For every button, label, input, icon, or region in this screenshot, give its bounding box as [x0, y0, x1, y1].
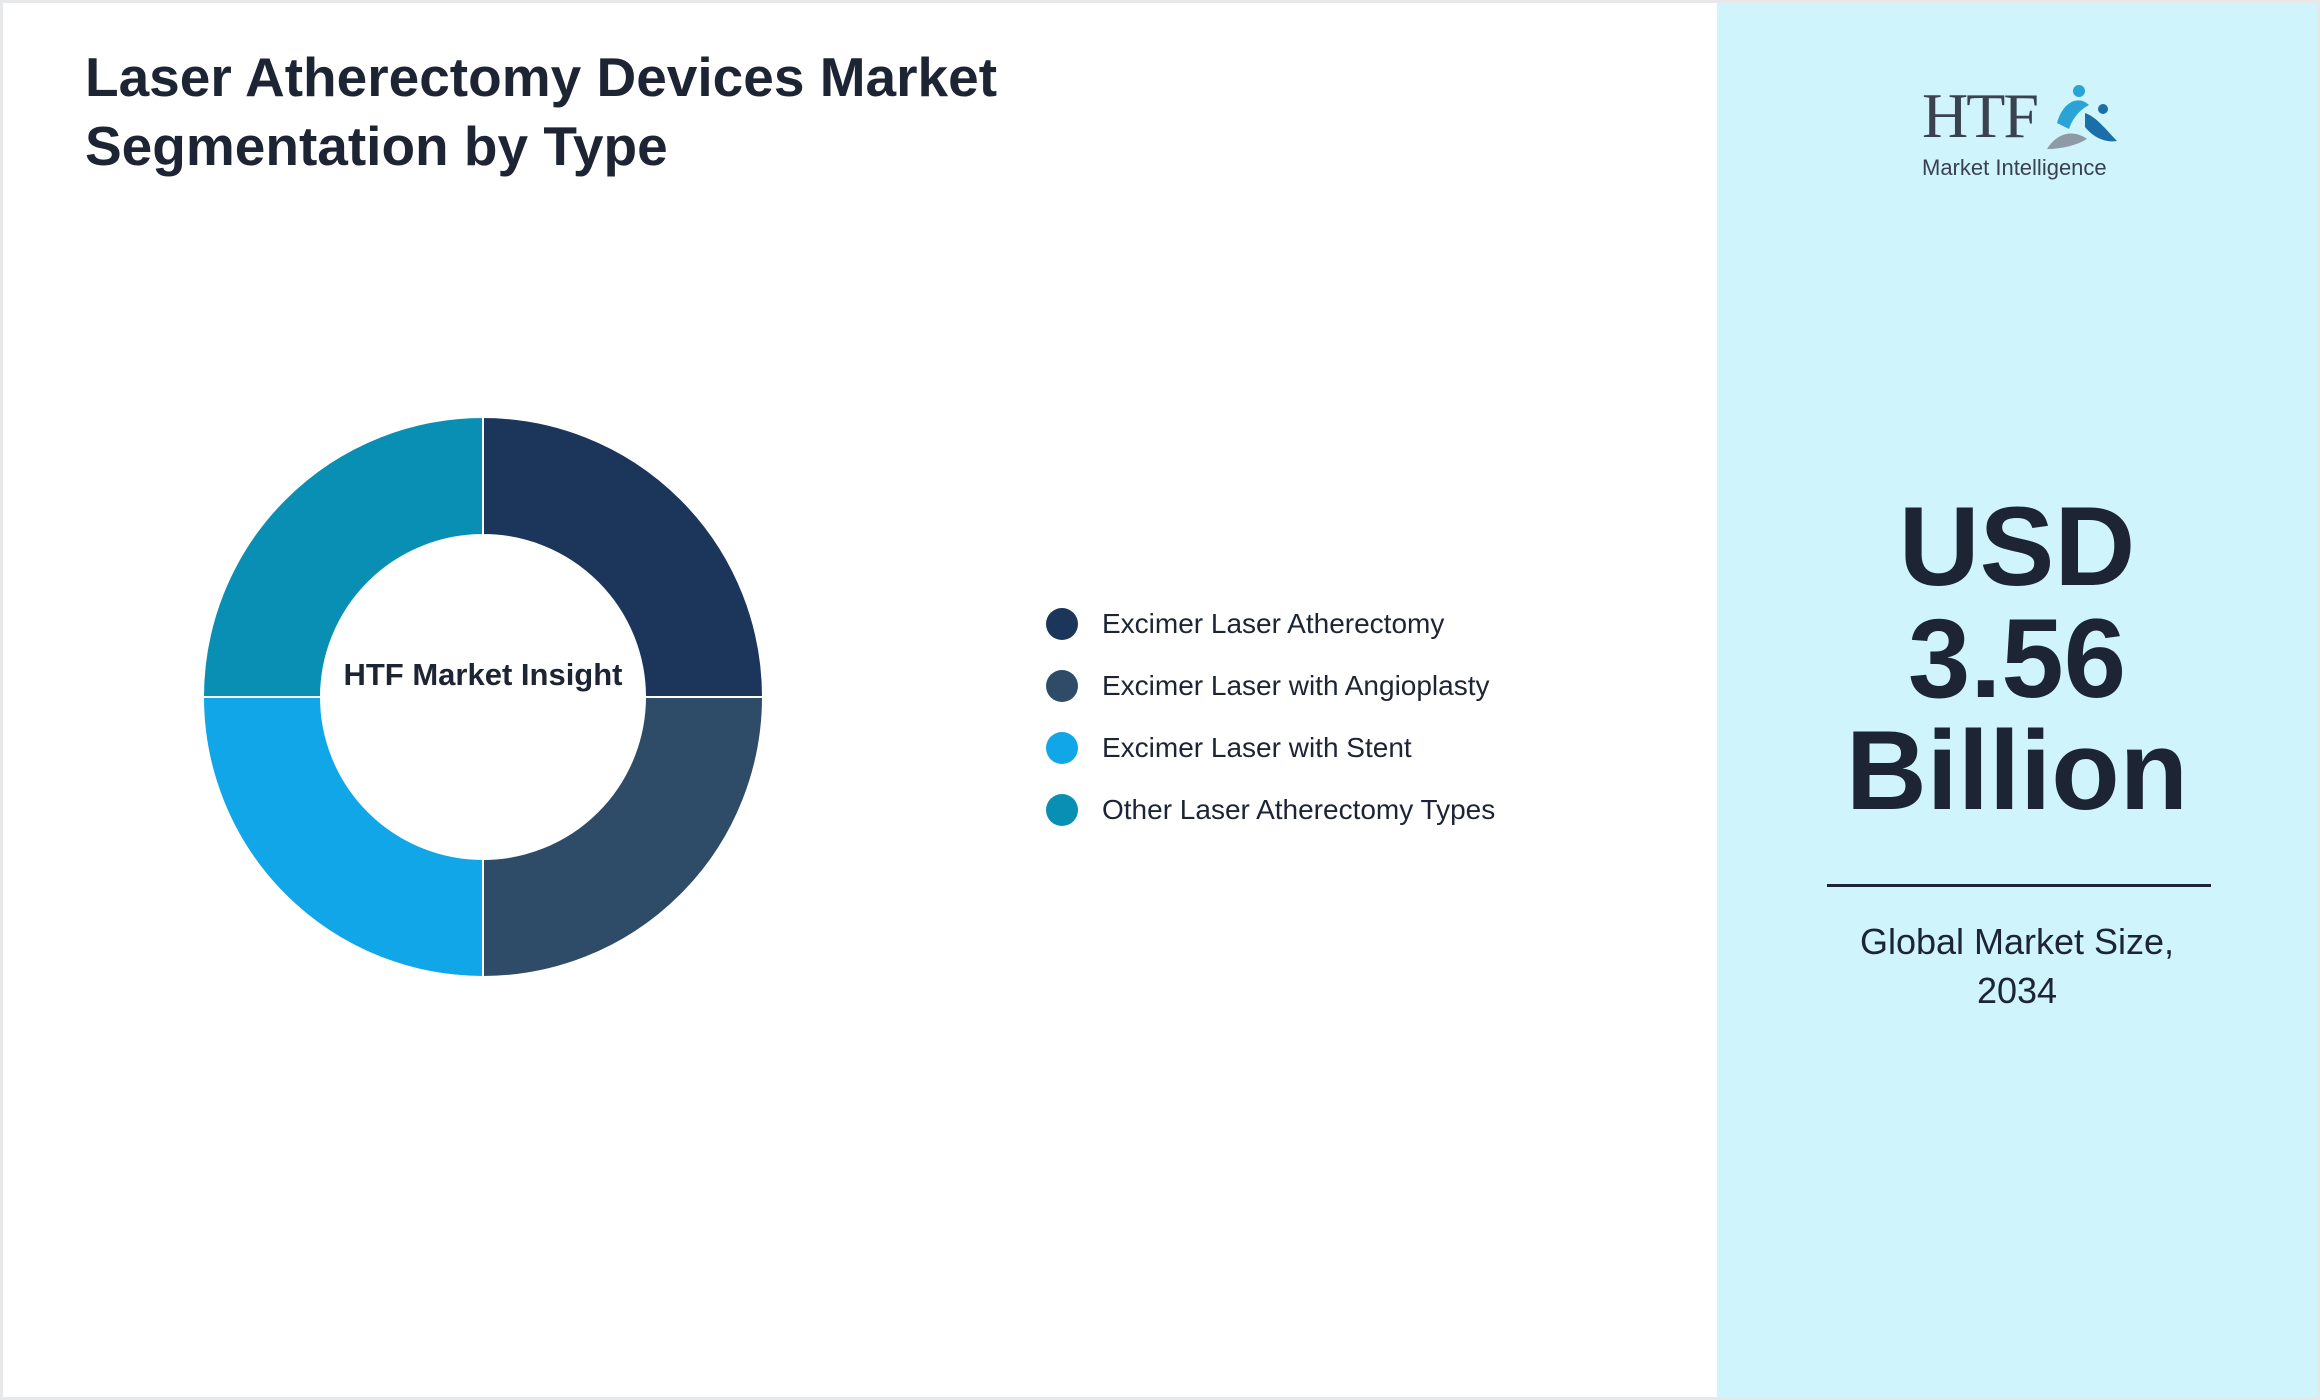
logo-subtext: Market Intelligence — [1922, 155, 2107, 180]
htf-logo: HTF Market Intelligence — [1922, 81, 2122, 191]
legend-item: Excimer Laser with Stent — [1046, 717, 1495, 779]
legend-label: Excimer Laser with Stent — [1102, 732, 1412, 763]
market-value-currency: USD — [1898, 484, 2136, 609]
donut-center-label: HTF Market Insight — [343, 657, 623, 692]
value-divider — [1827, 884, 2211, 887]
market-value-unit: Billion — [1845, 708, 2189, 833]
page-title: Laser Atherectomy Devices Market Segment… — [85, 46, 998, 177]
market-value: USD 3.56 Billion — [1717, 491, 2317, 827]
legend-swatch — [1046, 670, 1078, 702]
market-size-panel: HTF Market Intelligence USD 3.56 Billion… — [1717, 3, 2317, 1397]
donut-chart — [201, 415, 765, 979]
legend-item: Excimer Laser with Angioplasty — [1046, 655, 1495, 717]
logo-wordmark: HTF — [1922, 80, 2039, 151]
donut-slice — [201, 415, 484, 698]
legend-label: Excimer Laser with Angioplasty — [1102, 670, 1490, 701]
legend-item: Other Laser Atherectomy Types — [1046, 779, 1495, 841]
donut-slice — [482, 696, 765, 979]
donut-slice — [201, 696, 484, 979]
legend-label: Excimer Laser Atherectomy — [1102, 608, 1445, 639]
market-value-number: 3.56 — [1908, 596, 2126, 721]
legend-swatch — [1046, 732, 1078, 764]
caption-year: 2034 — [1976, 970, 2058, 1011]
main-panel: Laser Atherectomy Devices Market Segment… — [3, 3, 1717, 1397]
legend-swatch — [1046, 608, 1078, 640]
legend-label: Other Laser Atherectomy Types — [1102, 794, 1496, 825]
market-size-caption: Global Market Size, 2034 — [1817, 917, 2217, 1015]
chart-legend: Excimer Laser Atherectomy Excimer Laser … — [1046, 593, 1495, 841]
donut-slice — [482, 415, 765, 698]
legend-swatch — [1046, 794, 1078, 826]
legend-item: Excimer Laser Atherectomy — [1046, 593, 1495, 655]
caption-line: Global Market Size, — [1859, 921, 2175, 962]
logo-figures-icon — [2047, 85, 2117, 149]
